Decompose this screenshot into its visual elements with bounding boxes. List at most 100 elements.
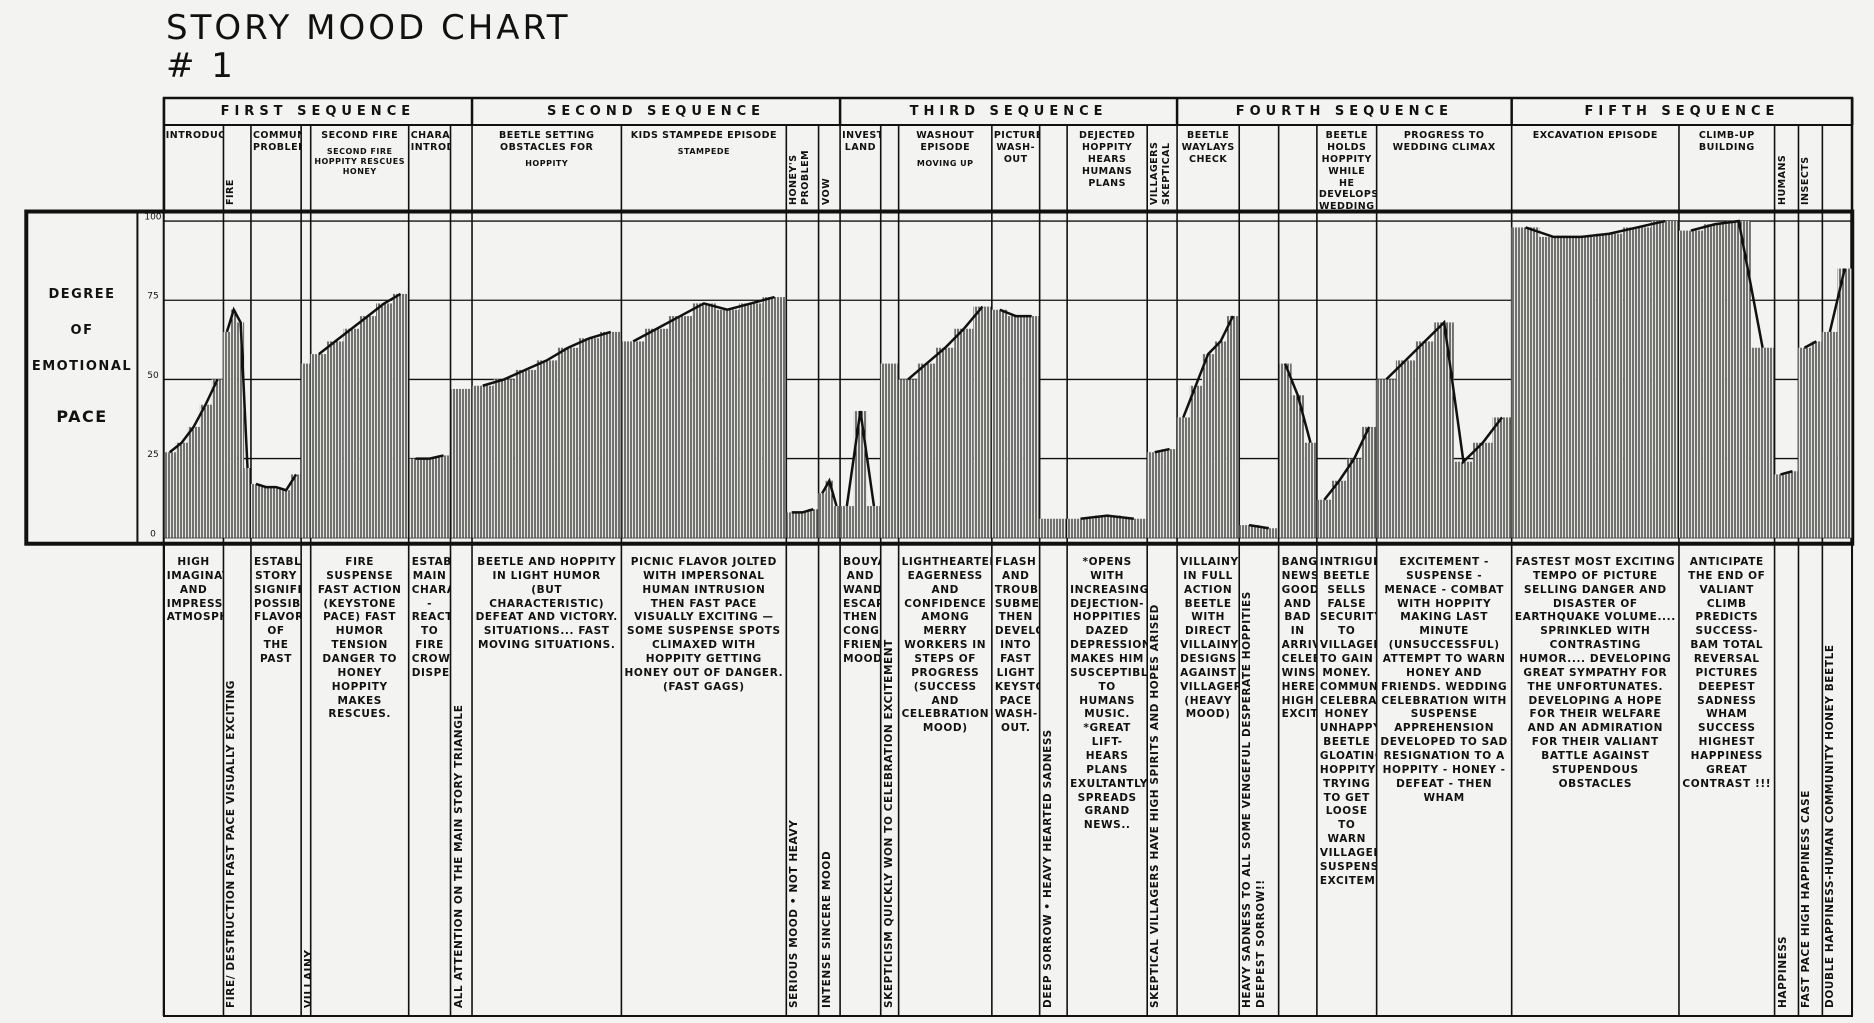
mood-bar xyxy=(291,474,302,538)
mood-bar xyxy=(1304,442,1317,538)
episode-title: BEETLE SETTING OBSTACLES FOR xyxy=(499,130,595,153)
episode-description: INTENSE SINCERE MOOD xyxy=(820,850,833,1008)
episode-description: EXCITEMENT - SUSPENSE - MENACE - COMBAT … xyxy=(1380,556,1508,804)
episode-label: SECOND FIRE SECOND FIRE HOPPITY RESCUES H… xyxy=(311,126,409,211)
y-axis-label: DEGREE xyxy=(48,286,116,302)
mood-bar xyxy=(954,328,974,538)
mood-bar xyxy=(797,512,808,538)
mood-bar xyxy=(807,509,819,538)
episode-description: ANTICIPATE THE END OF VALIANT CLIMB PRED… xyxy=(1682,556,1772,790)
mood-bar xyxy=(621,341,645,538)
mood-bar xyxy=(1291,395,1305,538)
mood-bar xyxy=(1239,525,1259,538)
mood-line xyxy=(1690,219,1764,348)
mood-bar xyxy=(1786,471,1799,538)
mood-bar xyxy=(1395,360,1416,538)
episode-title: INSECTS xyxy=(1800,156,1812,205)
y-tick-label: 50 xyxy=(147,371,159,381)
episode-description: VILLAINY IN FULL ACTION BEETLE WITH DIRE… xyxy=(1180,556,1240,721)
episode-label: PICTURE WASH-OUT xyxy=(992,126,1040,211)
episode-description: VILLAINY xyxy=(303,949,311,1008)
mood-bar xyxy=(1774,474,1787,538)
mood-bar xyxy=(1798,347,1811,538)
episode-title: BEETLE HOLDS HOPPITY WHILE HE DEVELOPS W… xyxy=(1318,130,1377,211)
mood-bar xyxy=(187,426,200,538)
mood-line xyxy=(1283,363,1312,444)
episode-description: BEETLE AND HOPPITY IN LIGHT HUMOR (BUT C… xyxy=(475,556,618,652)
episode-label: CLIMB-UP BUILDING xyxy=(1679,126,1775,211)
mood-bar xyxy=(408,458,423,538)
mood-bar xyxy=(422,458,437,538)
mood-bar xyxy=(1093,515,1121,538)
episode-label: BEETLE SETTING OBSTACLES FOR HOPPITY xyxy=(472,126,621,211)
mood-bar xyxy=(1678,230,1703,538)
mood-bar xyxy=(786,512,798,538)
mood-bar xyxy=(762,297,787,538)
mood-bar xyxy=(1511,227,1540,538)
mood-bar xyxy=(818,493,826,538)
episode-label: HUMANS xyxy=(1775,126,1799,211)
y-axis-label: EMOTIONAL xyxy=(31,358,133,374)
episode-label: VOW xyxy=(819,126,841,211)
episode-description: HAPPINESS xyxy=(1776,935,1789,1008)
mood-bar xyxy=(825,480,833,538)
sequence-name: FIRST SEQUENCE xyxy=(220,104,416,119)
mood-line xyxy=(1154,447,1170,454)
episode-label: KIDS STAMPEDE EPISODE STAMPEDE xyxy=(621,126,786,211)
episode-description: SKEPTICAL VILLAGERS HAVE HIGH SPIRITS AN… xyxy=(1149,604,1162,1008)
episode-label: DEJECTED HOPPITY HEARS HUMANS PLANS xyxy=(1067,126,1147,211)
mood-bar xyxy=(211,379,224,538)
mood-bar xyxy=(715,309,740,538)
episode-title: CHARACTERS INTRODUCED xyxy=(410,130,451,153)
mood-bar xyxy=(692,303,716,538)
episode-subtitle: SECOND FIRE HOPPITY RESCUES HONEY xyxy=(314,146,406,176)
episode-label: VILLAGERS SKEPTICAL xyxy=(1147,126,1177,211)
mood-bar xyxy=(237,322,245,538)
episode-description: FIRE SUSPENSE FAST ACTION (KEYSTONE PACE… xyxy=(317,556,402,721)
mood-line xyxy=(1385,319,1504,465)
mood-bar xyxy=(1702,224,1727,538)
y-tick-label: 0 xyxy=(150,529,156,539)
mood-line xyxy=(1182,315,1235,418)
mood-bar xyxy=(223,331,231,538)
episode-title: KIDS STAMPEDE EPISODE xyxy=(630,130,777,141)
episode-title: PICTURE WASH-OUT xyxy=(993,130,1040,165)
episode-description: FLASH AND TROUBLE SUBMERGES THEN DEVELOP… xyxy=(994,556,1040,735)
mood-line xyxy=(1080,514,1135,520)
episode-description: FAST PACE HIGH HAPPINESS CASE xyxy=(1800,789,1813,1008)
mood-bar xyxy=(163,452,176,538)
mood-bar xyxy=(1434,322,1454,538)
mood-line xyxy=(318,292,402,356)
mood-bar xyxy=(1067,518,1094,538)
mood-line xyxy=(632,295,775,343)
episode-label: CHARACTERS INTRODUCED xyxy=(409,126,451,211)
mood-bar xyxy=(1492,417,1512,538)
mood-bar xyxy=(832,506,841,538)
mood-bar xyxy=(644,328,669,538)
mood-bar xyxy=(1331,480,1347,538)
mood-bar xyxy=(1453,461,1474,538)
mood-line xyxy=(1248,523,1269,530)
episode-description: FASTEST MOST EXCITING TEMPO OF PICTURE S… xyxy=(1514,556,1676,790)
episode-description: DOUBLE HAPPINESS-HUMAN COMMUNITY HONEY B… xyxy=(1824,644,1837,1008)
mood-bar xyxy=(230,309,238,538)
mood-bar xyxy=(1539,236,1568,538)
episode-description: INTRIGUE BEETLE SELLS FALSE SECURITY TO … xyxy=(1319,556,1377,887)
episode-label: INSECTS xyxy=(1798,126,1822,211)
mood-bar xyxy=(1376,379,1396,538)
episode-title: HUMANS xyxy=(1776,154,1788,205)
episode-description: *OPENS WITH INCREASING DEJECTION-HOPPITI… xyxy=(1070,556,1148,832)
mood-bar xyxy=(898,379,918,538)
sequence-name: SECOND SEQUENCE xyxy=(547,104,766,119)
episode-title: VILLAGERS SKEPTICAL xyxy=(1149,141,1173,205)
mood-line xyxy=(999,308,1032,318)
mood-bar xyxy=(1258,528,1279,538)
episode-description: BANG NEWS GOOD AND BAD IN ARRIVE CELEBRA… xyxy=(1281,556,1317,721)
episode-description: ESTABLISHING MAIN CHARACTERS - REACTION … xyxy=(411,556,451,679)
episode-description: SKEPTICISM QUICKLY WON TO CELEBRATION EX… xyxy=(882,639,895,1008)
mood-bar xyxy=(1346,458,1362,538)
episode-description: FIRE/ DESTRUCTION FAST PACE VISUALLY EXC… xyxy=(225,680,238,1008)
sequence-name: THIRD SEQUENCE xyxy=(909,104,1108,119)
